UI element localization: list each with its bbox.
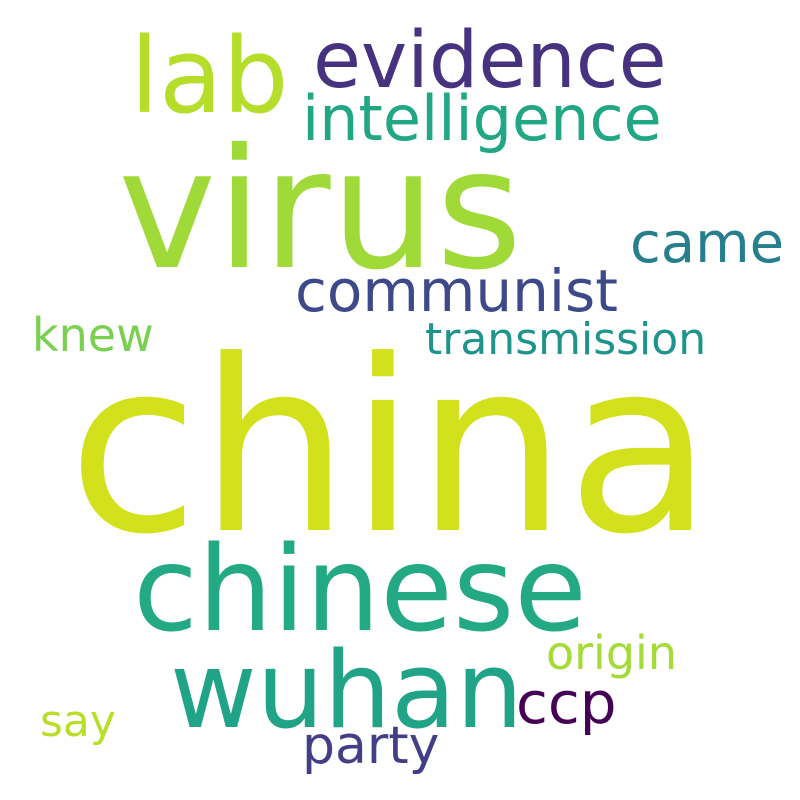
- word-came: came: [630, 211, 785, 276]
- word-knew: knew: [32, 308, 154, 362]
- word-say: say: [40, 696, 116, 747]
- word-wuhan: wuhan: [170, 629, 524, 752]
- word-chinese: chinese: [133, 520, 587, 658]
- word-origin: origin: [546, 626, 677, 680]
- word-virus: virus: [118, 114, 523, 307]
- word-party: party: [302, 716, 440, 776]
- word-intelligence: intelligence: [302, 82, 662, 155]
- word-communist: communist: [295, 257, 618, 325]
- word-transmission: transmission: [425, 314, 707, 365]
- word-ccp: ccp: [516, 669, 617, 737]
- word-china: china: [68, 310, 713, 587]
- word-evidence: evidence: [313, 16, 667, 106]
- word-lab: lab: [130, 15, 289, 137]
